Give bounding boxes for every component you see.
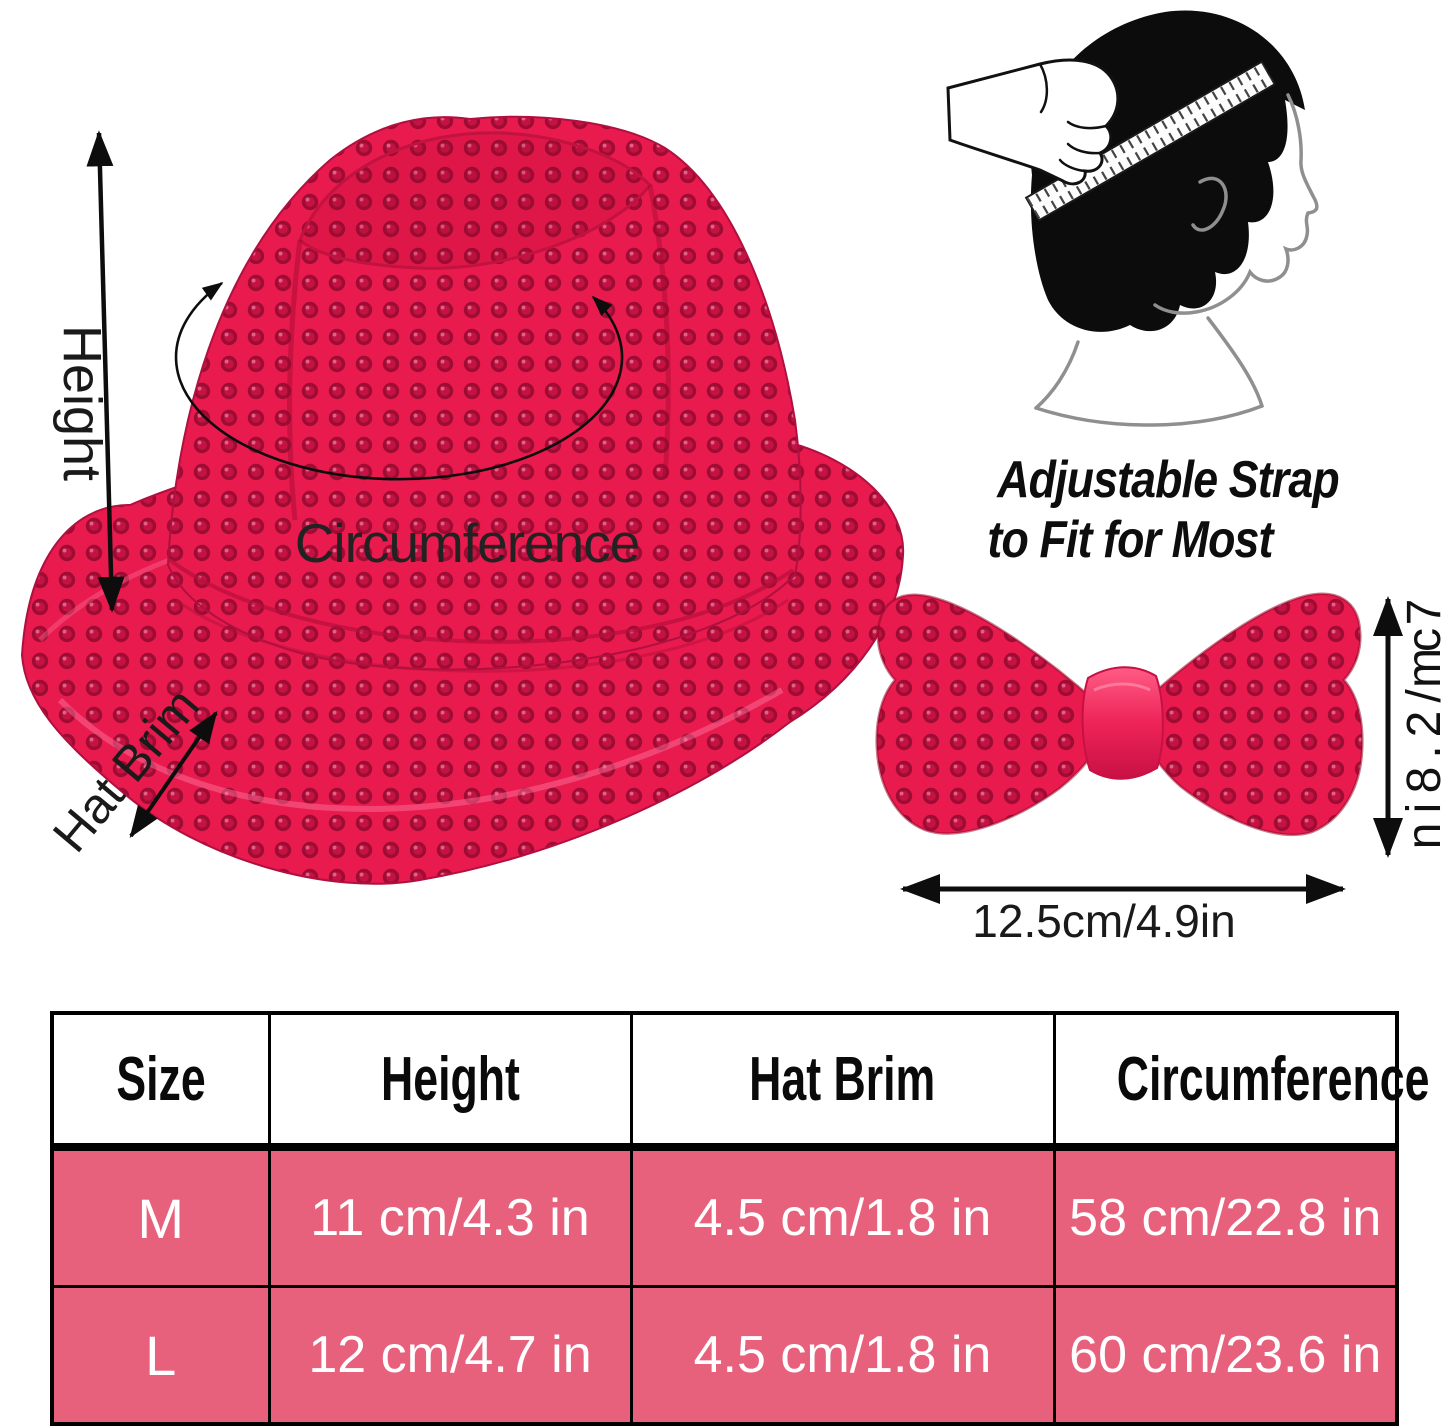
adjustable-strap-note-line2: to Fit for Most (987, 511, 1273, 569)
size-table: Size Height Hat Brim Circumference M 11 … (50, 1011, 1429, 1426)
header-height: Height (267, 1011, 633, 1149)
header-size: Size (50, 1011, 271, 1149)
cell-hat-brim: 4.5 cm/1.8 in (629, 1285, 1056, 1426)
size-table-header-row: Size Height Hat Brim Circumference (50, 1011, 1429, 1149)
bow-right-wing (1142, 592, 1364, 837)
cell-hat-brim: 4.5 cm/1.8 in (629, 1145, 1056, 1288)
ear-outline (1191, 176, 1228, 232)
header-hat-brim: Hat Brim (629, 1011, 1056, 1149)
hat-brim-arrow (129, 711, 218, 838)
bow-center-knot (1081, 666, 1164, 780)
hat-measurement-annotations (86, 130, 624, 838)
face-profile-outline (1034, 93, 1319, 427)
sequin-fedora-photo (20, 115, 905, 885)
cell-height: 12 cm/4.7 in (267, 1285, 633, 1426)
bow-height-label: 7cm/2.8in (1398, 598, 1445, 850)
height-label: Height (52, 324, 112, 482)
bow-left-wing (875, 593, 1102, 835)
measuring-tape (1024, 60, 1277, 222)
cell-size: L (50, 1285, 271, 1426)
header-circumference: Circumference (1052, 1011, 1429, 1149)
cell-height: 11 cm/4.3 in (267, 1145, 633, 1288)
cell-circumference: 58 cm/22.8 in (1052, 1145, 1399, 1288)
height-arrow (86, 130, 125, 613)
bow-measurement-arrows (900, 596, 1403, 904)
circumference-label: Circumference (294, 512, 641, 574)
head-measuring-illustration (946, 10, 1319, 427)
cell-circumference: 60 cm/23.6 in (1052, 1285, 1399, 1426)
cell-size: M (50, 1145, 271, 1288)
sequin-bow-tie (875, 592, 1364, 837)
hat-band (168, 558, 795, 644)
bow-width-label: 12.5cm/4.9in (972, 895, 1236, 947)
adjustable-strap-note-line1: Adjustable Strap (997, 451, 1339, 509)
measuring-hand (946, 58, 1120, 186)
table-row-m: M 11 cm/4.3 in 4.5 cm/1.8 in 58 cm/22.8 … (50, 1145, 1399, 1288)
table-row-l: L 12 cm/4.7 in 4.5 cm/1.8 in 60 cm/23.6 … (50, 1285, 1399, 1426)
circumference-ellipse-arrow (174, 281, 624, 481)
hat-crown-crease (298, 131, 652, 270)
